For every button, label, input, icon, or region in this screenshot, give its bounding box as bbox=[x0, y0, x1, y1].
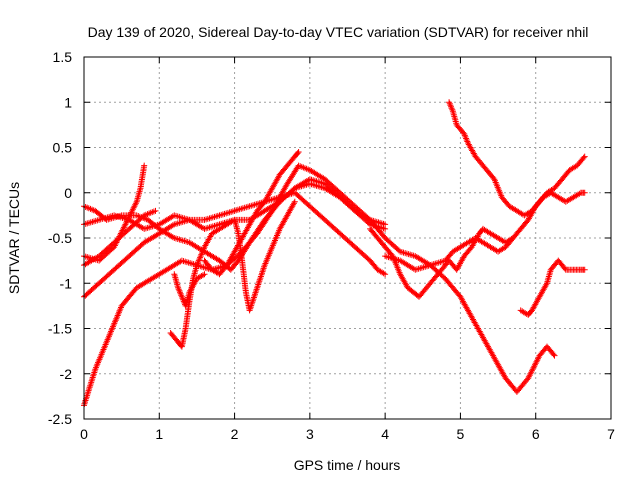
x-tick-label: 4 bbox=[381, 426, 389, 442]
series-s8 bbox=[167, 198, 298, 350]
y-tick-label: -2 bbox=[60, 366, 73, 382]
y-tick-label: 1 bbox=[64, 94, 72, 110]
series-markers bbox=[517, 257, 588, 318]
x-tick-label: 0 bbox=[80, 426, 88, 442]
y-tick-label: -2.5 bbox=[48, 411, 72, 427]
x-tick-label: 1 bbox=[155, 426, 163, 442]
series-s11 bbox=[367, 225, 517, 300]
y-tick-label: 1.5 bbox=[53, 49, 73, 65]
plot-frame bbox=[83, 56, 612, 420]
y-tick-label: 0.5 bbox=[53, 140, 73, 156]
grid bbox=[84, 57, 611, 419]
x-tick-label: 7 bbox=[607, 426, 615, 442]
y-axis-label: SDTVAR / TECUs bbox=[6, 182, 22, 294]
chart-title: Day 139 of 2020, Sidereal Day-to-day VTE… bbox=[88, 24, 589, 40]
x-tick-labels: 0 1 2 3 4 5 6 7 bbox=[80, 426, 615, 442]
series-markers bbox=[201, 149, 302, 278]
series-s9 bbox=[201, 149, 302, 278]
y-tick-label: -0.5 bbox=[48, 230, 72, 246]
series-markers bbox=[167, 198, 298, 350]
x-tick-label: 5 bbox=[457, 426, 465, 442]
x-tick-label: 2 bbox=[231, 426, 239, 442]
x-tick-label: 6 bbox=[532, 426, 540, 442]
y-tick-label: -1 bbox=[60, 275, 73, 291]
series-s12 bbox=[446, 99, 588, 219]
series-s13 bbox=[517, 257, 588, 318]
x-axis-label: GPS time / hours bbox=[294, 457, 401, 473]
y-tick-label: 0 bbox=[64, 185, 72, 201]
x-tick-label: 3 bbox=[306, 426, 314, 442]
series-markers bbox=[367, 225, 517, 300]
y-tick-labels: -2.5 -2 -1.5 -1 -0.5 0 0.5 1 1.5 bbox=[48, 49, 72, 427]
series-markers bbox=[446, 99, 588, 219]
y-tick-label: -1.5 bbox=[48, 321, 72, 337]
